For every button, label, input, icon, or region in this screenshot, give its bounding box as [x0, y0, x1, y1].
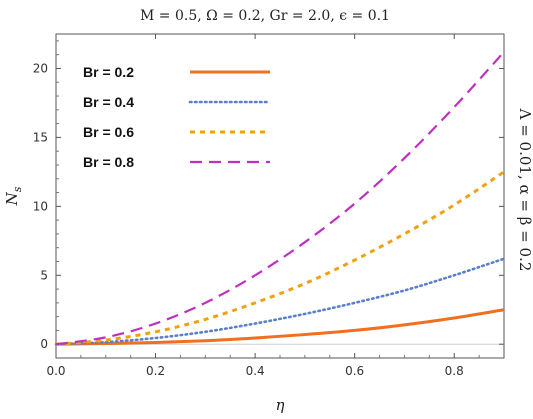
legend-label-3: Br = 0.6	[83, 124, 134, 140]
series-line-1	[55, 308, 505, 346]
x-tick-label: 0.0	[46, 364, 65, 378]
x-tick-label: 0.2	[146, 364, 165, 378]
legend: Br = 0.2 Br = 0.4 Br = 0.6 Br = 0.8	[83, 64, 272, 170]
parameter-label: Λ = 0.01, α = β = 0.2	[516, 108, 533, 272]
y-tick-label: 5	[40, 268, 48, 282]
legend-label-1: Br = 0.2	[83, 64, 134, 80]
y-tick-label: 10	[33, 199, 48, 213]
legend-label-4: Br = 0.8	[83, 154, 134, 170]
x-axis-ticks: 0.0 0.2 0.4 0.6 0.8	[46, 34, 480, 378]
y-tick-label: 20	[33, 61, 48, 75]
plot-frame	[55, 33, 505, 359]
x-tick-label: 0.4	[246, 364, 265, 378]
y-tick-label: 15	[33, 130, 48, 144]
x-tick-label: 0.8	[445, 364, 464, 378]
y-axis-title: Ns	[3, 186, 24, 206]
series-line-2	[54, 257, 506, 346]
x-axis-title: η	[276, 396, 285, 414]
legend-label-2: Br = 0.4	[83, 94, 134, 110]
x-tick-label: 0.6	[345, 364, 364, 378]
y-axis-title-subscript: s	[11, 186, 24, 192]
y-axis-ticks: 0 5 10 15 20	[33, 40, 504, 351]
y-tick-label: 0	[40, 337, 48, 351]
series-line-4	[55, 51, 505, 346]
y-axis-title-main: N	[3, 191, 21, 206]
chart-title: M = 0.5, Ω = 0.2, Gr = 2.0, ϵ = 0.1	[140, 8, 390, 24]
series-line-3	[55, 170, 505, 346]
series-layer	[54, 51, 506, 346]
